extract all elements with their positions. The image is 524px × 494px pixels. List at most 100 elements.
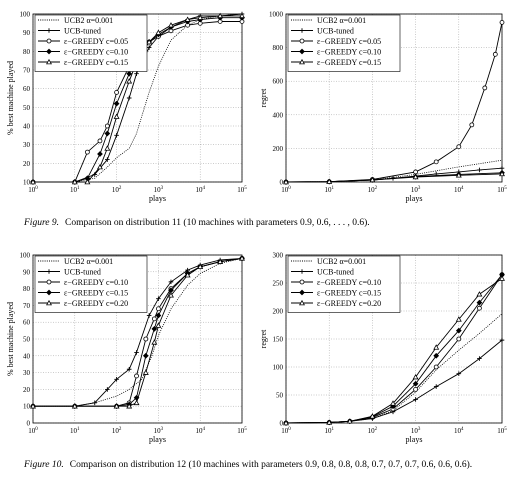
data-point	[105, 387, 110, 392]
figure-10-caption: Figure 10. Comparison on distribution 12 …	[24, 458, 504, 472]
y-tick-label: 90	[23, 29, 31, 37]
x-tick-exponent: 5	[244, 186, 247, 191]
data-point	[142, 352, 149, 359]
x-tick-label: 100	[28, 427, 38, 435]
legend-marker	[46, 279, 52, 285]
data-point	[499, 337, 505, 343]
data-point	[433, 344, 440, 350]
figure-9-label: Figure 9.	[24, 218, 60, 228]
data-point	[390, 400, 396, 406]
data-point	[97, 138, 103, 144]
data-point	[239, 255, 245, 261]
x-axis-label: plays	[406, 435, 423, 444]
data-point	[477, 356, 482, 361]
chart-1: 100 101 102 103 104 105102030405060708090100p…	[6, 11, 247, 204]
data-point	[113, 113, 120, 119]
data-point	[104, 145, 111, 151]
data-point	[433, 159, 439, 165]
x-tick-exponent: 2	[119, 427, 122, 432]
x-tick-label: 104	[454, 186, 464, 194]
data-point	[30, 178, 36, 185]
x-tick-exponent: 0	[35, 186, 38, 191]
y-tick-label: 50	[276, 392, 284, 400]
x-tick-exponent: 4	[202, 186, 205, 191]
x-tick-exponent: 4	[461, 186, 464, 191]
x-tick-exponent: 1	[331, 186, 334, 191]
data-point	[477, 167, 482, 173]
data-point	[469, 122, 475, 128]
x-tick-label: 101	[70, 186, 80, 194]
y-tick-label: 100	[273, 364, 284, 372]
y-tick-label: 80	[23, 285, 31, 293]
x-tick-exponent: 1	[77, 427, 80, 432]
data-point	[412, 380, 419, 387]
data-point	[114, 133, 119, 138]
x-tick-exponent: 3	[418, 427, 421, 432]
data-point	[151, 339, 158, 345]
series-5	[283, 170, 505, 185]
data-point	[433, 352, 440, 359]
x-tick-label: 103	[411, 186, 421, 194]
x-tick-label: 105	[497, 427, 507, 435]
series-2	[283, 337, 505, 426]
y-tick-label: 70	[23, 67, 31, 75]
y-tick-label: 30	[23, 141, 31, 149]
legend-marker	[299, 299, 305, 306]
y-tick-label: 40	[23, 123, 31, 131]
chart-4: 100 101 102 103 104 105050100150200250300play…	[259, 252, 507, 445]
data-point	[133, 399, 140, 406]
figure-10-text: Comparison on distribution 12 (10 machin…	[69, 460, 473, 470]
x-tick-exponent: 4	[461, 427, 464, 432]
data-point	[71, 178, 78, 185]
data-point	[146, 45, 152, 50]
legend-label: UCB-tuned	[317, 26, 354, 35]
data-point	[217, 258, 224, 264]
y-tick-label: 0	[27, 420, 31, 428]
figure-9-caption: Figure 9. Comparison on distribution 11 (…	[24, 216, 504, 230]
y-tick-label: 80	[23, 48, 31, 56]
legend-marker	[46, 269, 52, 274]
data-point	[499, 275, 505, 281]
data-point	[114, 377, 119, 382]
data-point	[151, 316, 157, 322]
series-5	[283, 275, 505, 426]
x-tick-label: 102	[368, 186, 378, 194]
data-point	[197, 263, 204, 269]
legend-marker	[299, 279, 305, 285]
legend-marker	[46, 38, 52, 44]
x-tick-label: 104	[195, 427, 205, 435]
series-line	[33, 13, 243, 183]
data-point	[476, 299, 483, 306]
data-point	[346, 418, 353, 424]
legend-label: ε−GREEDY c=0.10	[64, 47, 128, 56]
x-tick-label: 102	[112, 186, 122, 194]
y-tick-label: 50	[23, 104, 31, 112]
y-tick-label: 400	[273, 111, 284, 119]
x-axis-label: plays	[149, 435, 166, 444]
y-tick-label: 200	[273, 308, 284, 316]
y-tick-label: 20	[23, 160, 31, 168]
y-tick-label: 60	[23, 319, 31, 327]
y-tick-label: 10	[23, 179, 31, 187]
data-point	[499, 19, 505, 25]
legend-label: UCB-tuned	[64, 267, 101, 276]
data-point	[155, 312, 162, 319]
data-point	[369, 413, 376, 419]
data-point	[126, 403, 133, 409]
legend-marker	[299, 58, 305, 65]
data-point	[134, 350, 139, 355]
y-axis-label: regret	[259, 88, 268, 107]
data-point	[283, 178, 289, 185]
legend-label: ε−GREEDY c=0.15	[317, 288, 381, 297]
x-tick-exponent: 1	[331, 427, 334, 432]
legend-label: UCB-tuned	[317, 267, 354, 276]
legend-label: UCB2 α=0.001	[317, 16, 366, 25]
y-tick-label: 200	[273, 145, 284, 153]
x-tick-exponent: 2	[119, 186, 122, 191]
data-point	[155, 322, 162, 328]
data-point	[456, 371, 462, 377]
data-point	[84, 149, 90, 155]
plot-frame	[32, 13, 243, 183]
legend-marker	[299, 28, 305, 33]
